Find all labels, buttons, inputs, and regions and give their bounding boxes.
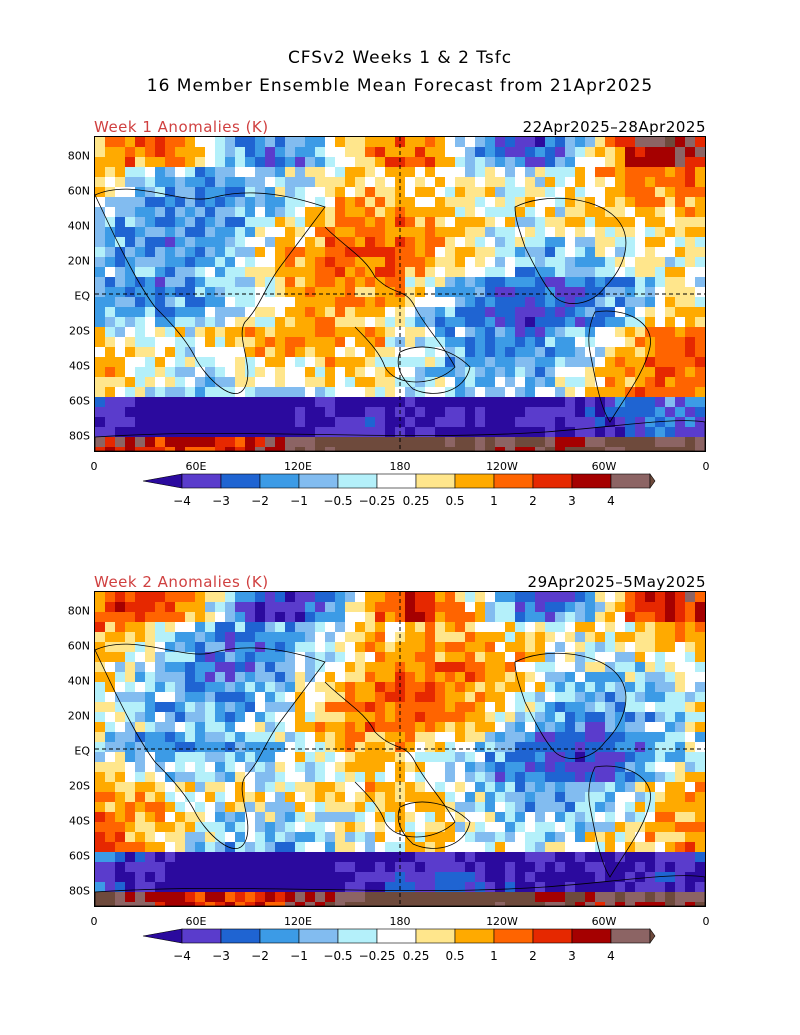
figure-title-line1: CFSv2 Weeks 1 & 2 Tsfc	[287, 48, 513, 68]
colorbar-label: 0.5	[445, 949, 465, 963]
colorbar-label: −3	[212, 949, 230, 963]
week1-colorbar: −4 −3 −2 −1 −0.5 −0.25 0.25 0.5 1 2 3 4	[140, 472, 660, 516]
colorbar-arrow-high	[649, 928, 656, 944]
colorbar-swatch	[610, 473, 651, 489]
week2-colorbar: −4 −3 −2 −1 −0.5 −0.25 0.25 0.5 1 2 3 4	[140, 927, 660, 971]
colorbar-label: 2	[529, 949, 537, 963]
colorbar-label: 0.5	[445, 494, 465, 508]
lon-label-60e: 60E	[185, 915, 207, 928]
coastlines	[95, 643, 705, 906]
lat-label-40s: 40S	[69, 359, 90, 373]
lon-label-0-right: 0	[702, 915, 710, 928]
colorbar-swatch	[415, 928, 456, 944]
lon-label-180: 180	[389, 460, 411, 473]
lat-label-20s: 20S	[69, 779, 90, 793]
lat-label-60s: 60S	[69, 849, 90, 863]
colorbar-label: −0.25	[358, 949, 396, 963]
colorbar-label: −0.25	[358, 494, 396, 508]
colorbar-swatch	[493, 928, 534, 944]
lat-label-20s: 20S	[69, 324, 90, 338]
colorbar-swatch	[454, 928, 495, 944]
anomaly-field	[95, 592, 705, 906]
lon-label-0-left: 0	[90, 915, 98, 928]
colorbar-swatch	[298, 473, 339, 489]
colorbar-swatch	[220, 928, 261, 944]
colorbar-label: −0.5	[323, 494, 353, 508]
lon-label-120w: 120W	[486, 915, 518, 928]
colorbar-swatch	[259, 473, 300, 489]
figure-title-line2: 16 Member Ensemble Mean Forecast from 21…	[146, 76, 654, 96]
colorbar-swatch	[532, 928, 573, 944]
lon-label-60e: 60E	[185, 460, 207, 473]
colorbar-swatch	[571, 928, 612, 944]
lon-label-0-right: 0	[702, 460, 710, 473]
lon-label-60w: 60W	[591, 460, 617, 473]
lon-label-120e: 120E	[284, 460, 312, 473]
week2-anomaly-map	[94, 591, 706, 907]
lat-label-eq: EQ	[74, 744, 90, 758]
lat-label-60s: 60S	[69, 394, 90, 408]
lat-label-eq: EQ	[74, 289, 90, 303]
lat-label-20n: 20N	[67, 709, 90, 723]
lat-label-80s: 80S	[69, 429, 90, 443]
colorbar-arrow-high	[649, 473, 656, 489]
colorbar-label: −1	[290, 949, 308, 963]
colorbar-label: 2	[529, 494, 537, 508]
colorbar-label: −2	[251, 494, 269, 508]
lat-label-60n: 60N	[67, 639, 90, 653]
colorbar-label: −3	[212, 494, 230, 508]
colorbar-arrow-low	[142, 928, 183, 944]
week1-anomaly-map	[94, 136, 706, 452]
colorbar-swatch	[493, 473, 534, 489]
colorbar-label: 1	[490, 494, 498, 508]
colorbar-swatch	[298, 928, 339, 944]
lat-label-40n: 40N	[67, 674, 90, 688]
colorbar-swatch	[571, 473, 612, 489]
colorbar-swatch	[376, 473, 417, 489]
lon-label-120w: 120W	[486, 460, 518, 473]
week2-date-range: 29Apr2025–5May2025	[527, 573, 706, 591]
lat-label-80n: 80N	[67, 604, 90, 618]
colorbar-swatch	[532, 473, 573, 489]
colorbar-label: 3	[568, 494, 576, 508]
colorbar-label: −4	[173, 949, 191, 963]
colorbar-label: −4	[173, 494, 191, 508]
colorbar-label: 0.25	[402, 949, 430, 963]
lat-label-80n: 80N	[67, 149, 90, 163]
colorbar-swatch	[454, 473, 495, 489]
lat-label-40s: 40S	[69, 814, 90, 828]
week2-panel: Week 2 Anomalies (K) 29Apr2025–5May2025 …	[0, 565, 800, 1035]
lat-label-20n: 20N	[67, 254, 90, 268]
lon-label-0-left: 0	[90, 460, 98, 473]
colorbar-label: −1	[290, 494, 308, 508]
colorbar-label: −0.5	[323, 949, 353, 963]
colorbar-swatch	[376, 928, 417, 944]
colorbar-label: −2	[251, 949, 269, 963]
coastlines	[95, 188, 705, 451]
colorbar-swatch	[181, 928, 222, 944]
colorbar-arrow-low	[142, 473, 183, 489]
colorbar-label: 3	[568, 949, 576, 963]
colorbar-swatch	[259, 928, 300, 944]
colorbar-label: 1	[490, 949, 498, 963]
colorbar-swatch	[415, 473, 456, 489]
colorbar-swatch	[181, 473, 222, 489]
lat-label-60n: 60N	[67, 184, 90, 198]
colorbar-label: 4	[607, 949, 615, 963]
lon-label-60w: 60W	[591, 915, 617, 928]
week1-panel: Week 1 Anomalies (K) 22Apr2025–28Apr2025…	[0, 110, 800, 580]
lon-label-120e: 120E	[284, 915, 312, 928]
week1-date-range: 22Apr2025–28Apr2025	[522, 118, 706, 136]
colorbar-swatch	[220, 473, 261, 489]
lon-label-180: 180	[389, 915, 411, 928]
lat-label-80s: 80S	[69, 884, 90, 898]
colorbar-label: 0.25	[402, 494, 430, 508]
colorbar-swatch	[610, 928, 651, 944]
colorbar-label: 4	[607, 494, 615, 508]
colorbar-swatch	[337, 928, 378, 944]
week2-panel-title: Week 2 Anomalies (K)	[94, 573, 269, 591]
lat-label-40n: 40N	[67, 219, 90, 233]
colorbar-swatch	[337, 473, 378, 489]
week1-panel-title: Week 1 Anomalies (K)	[94, 118, 269, 136]
